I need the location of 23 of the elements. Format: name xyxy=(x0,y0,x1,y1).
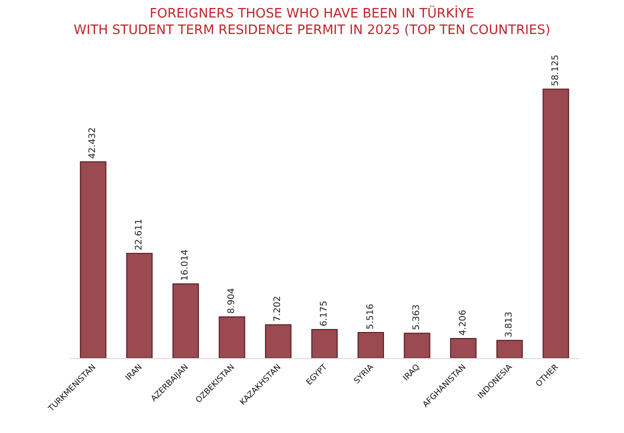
data-label: 6.175 xyxy=(319,300,330,326)
bar xyxy=(542,88,570,358)
data-label: 3.813 xyxy=(504,312,515,338)
data-label: 22.611 xyxy=(134,218,144,250)
chart-title: FOREIGNERS THOSE WHO HAVE BEEN IN TÜRKİYE WITH STUDENT TERM RESIDENCE PERMIT IN 2025 (TOP TEN COUNTRIES) xyxy=(74,5,550,38)
data-label: 58.125 xyxy=(550,54,561,86)
bar xyxy=(311,328,338,358)
bar xyxy=(265,324,292,358)
bar xyxy=(450,338,477,358)
bar xyxy=(358,332,384,358)
data-label: 4.206 xyxy=(458,310,468,336)
data-label: 5.363 xyxy=(412,304,422,330)
bar xyxy=(218,316,246,358)
bar xyxy=(126,252,153,358)
bar xyxy=(404,332,430,358)
data-label: 7.202 xyxy=(273,296,284,322)
bar xyxy=(496,340,523,358)
bar xyxy=(80,161,106,358)
data-label: 8.904 xyxy=(226,288,237,314)
bar xyxy=(172,283,199,358)
data-label: 5.516 xyxy=(366,303,376,330)
data-label: 42.432 xyxy=(88,127,98,159)
data-label: 16.014 xyxy=(180,249,191,281)
